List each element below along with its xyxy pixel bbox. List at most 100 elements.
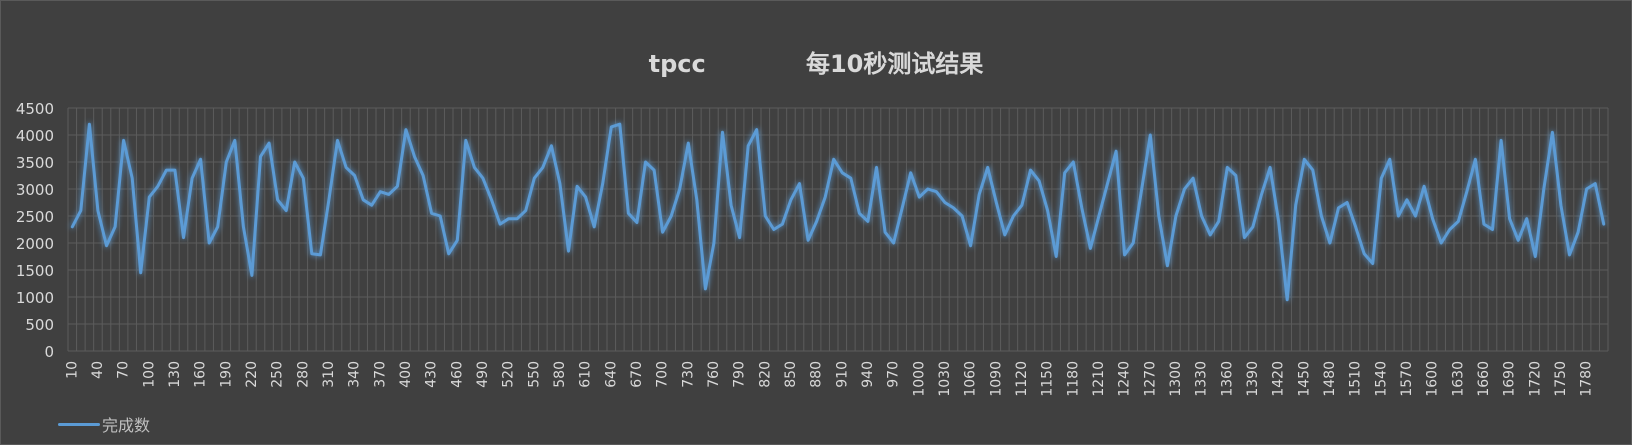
x-tick-label: 1750 xyxy=(1553,361,1569,397)
x-tick-label: 1180 xyxy=(1065,361,1081,397)
data-point xyxy=(850,177,852,179)
data-point xyxy=(884,231,886,233)
y-tick-label: 500 xyxy=(25,316,54,334)
data-point xyxy=(362,199,364,201)
data-point xyxy=(1568,254,1571,256)
data-point xyxy=(807,239,809,242)
data-point xyxy=(1286,298,1288,301)
data-point xyxy=(370,204,373,206)
data-point xyxy=(1269,166,1271,169)
x-tick-label: 1060 xyxy=(963,361,979,397)
data-point xyxy=(1149,134,1152,136)
data-point xyxy=(225,161,228,163)
y-tick-label: 4500 xyxy=(16,100,54,118)
y-tick-label: 2000 xyxy=(16,235,54,253)
x-tick-label: 550 xyxy=(526,361,542,388)
data-point xyxy=(516,217,518,220)
data-point xyxy=(533,177,536,179)
data-point xyxy=(1508,217,1511,220)
data-point xyxy=(1235,174,1237,177)
data-point xyxy=(1158,215,1160,217)
data-point xyxy=(995,201,998,204)
data-point xyxy=(499,223,501,225)
data-point xyxy=(1329,242,1331,244)
x-tick-label: 430 xyxy=(424,361,440,388)
x-tick-label: 310 xyxy=(321,361,337,388)
data-point xyxy=(1200,215,1203,217)
data-point xyxy=(875,166,878,169)
data-point xyxy=(165,169,168,171)
x-tick-label: 460 xyxy=(449,361,465,388)
data-point xyxy=(832,158,835,161)
data-point xyxy=(1534,255,1537,258)
x-tick-label: 1600 xyxy=(1425,361,1441,397)
data-point xyxy=(328,199,330,201)
data-point xyxy=(790,199,792,201)
data-point xyxy=(88,123,91,125)
data-point xyxy=(234,139,236,142)
x-tick-label: 610 xyxy=(578,361,594,388)
data-point xyxy=(567,250,570,252)
data-point xyxy=(1175,215,1177,217)
legend-label: 完成数 xyxy=(102,416,151,435)
data-point xyxy=(1517,239,1519,242)
data-point xyxy=(755,128,758,131)
data-point xyxy=(815,220,818,223)
data-point xyxy=(1500,139,1502,142)
data-point xyxy=(944,201,946,204)
data-point xyxy=(550,145,553,147)
data-point xyxy=(1183,188,1186,190)
data-point xyxy=(1106,182,1109,185)
data-point xyxy=(841,172,844,174)
x-tick-label: 130 xyxy=(167,361,183,388)
x-tick-label: 490 xyxy=(475,361,491,388)
data-point xyxy=(1294,204,1297,206)
data-point xyxy=(524,209,527,212)
data-point xyxy=(909,172,912,174)
data-point xyxy=(927,188,929,190)
x-tick-label: 910 xyxy=(834,361,850,388)
y-tick-label: 4000 xyxy=(16,127,54,145)
data-point xyxy=(1226,166,1229,169)
x-tick-label: 1720 xyxy=(1527,361,1543,397)
data-point xyxy=(773,228,775,231)
x-tick-label: 1030 xyxy=(937,361,953,397)
x-tick-label: 190 xyxy=(218,361,234,388)
data-point xyxy=(1098,215,1100,217)
x-tick-label: 1420 xyxy=(1271,361,1287,397)
data-point xyxy=(1354,226,1357,228)
data-point xyxy=(798,182,801,185)
data-point xyxy=(713,242,715,244)
x-tick-label: 700 xyxy=(655,361,671,388)
x-tick-label: 160 xyxy=(193,361,209,388)
x-tick-label: 1540 xyxy=(1373,361,1389,397)
data-point xyxy=(636,221,638,224)
x-tick-label: 580 xyxy=(552,361,568,388)
data-point xyxy=(319,254,322,256)
data-point xyxy=(1252,226,1254,228)
x-tick-label: 940 xyxy=(860,361,876,388)
data-point xyxy=(1303,158,1306,161)
x-tick-label: 70 xyxy=(116,361,132,379)
y-tick-label: 3000 xyxy=(16,181,54,199)
data-point xyxy=(1012,215,1015,217)
data-point xyxy=(80,209,82,212)
data-point xyxy=(576,185,578,188)
data-point xyxy=(1243,236,1246,239)
data-point xyxy=(961,215,963,217)
x-tick-label: 40 xyxy=(90,361,106,379)
chart-title: tpcc 每10秒测试结果 xyxy=(648,50,984,78)
x-tick-label: 970 xyxy=(886,361,902,388)
data-point xyxy=(114,226,116,228)
data-point xyxy=(1021,204,1023,206)
data-point xyxy=(935,190,938,193)
legend: 完成数 xyxy=(58,412,150,436)
x-tick-label: 1300 xyxy=(1168,361,1184,397)
data-point xyxy=(1004,234,1006,236)
x-tick-label: 1150 xyxy=(1040,361,1056,397)
data-point xyxy=(1363,253,1365,255)
x-tick-label: 340 xyxy=(347,361,363,388)
data-point xyxy=(293,161,296,163)
data-point xyxy=(208,242,210,244)
x-tick-label: 820 xyxy=(757,361,773,388)
